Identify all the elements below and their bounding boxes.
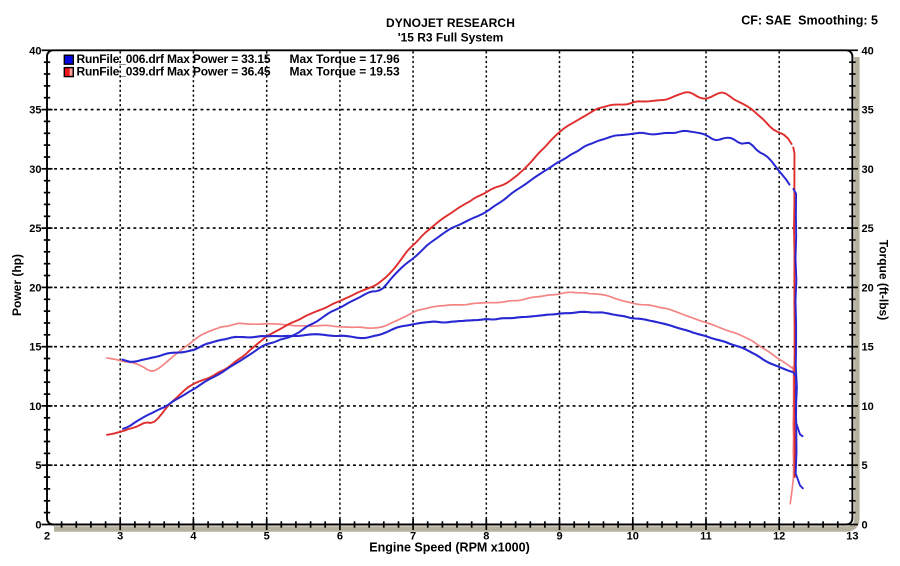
svg-text:Power (hp): Power (hp) [10, 254, 24, 316]
svg-text:12: 12 [773, 531, 785, 543]
svg-text:5: 5 [35, 460, 41, 472]
svg-text:9: 9 [556, 531, 562, 543]
svg-text:30: 30 [862, 164, 874, 176]
svg-text:6: 6 [337, 531, 343, 543]
svg-text:Engine Speed (RPM x1000): Engine Speed (RPM x1000) [369, 541, 529, 555]
svg-text:0: 0 [862, 520, 868, 532]
svg-text:'15 R3 Full System: '15 R3 Full System [398, 31, 504, 45]
svg-text:0: 0 [35, 520, 41, 532]
svg-text:35: 35 [29, 105, 41, 117]
svg-text:20: 20 [862, 282, 874, 294]
svg-text:25: 25 [29, 223, 41, 235]
svg-text:10: 10 [862, 401, 874, 413]
svg-text:10: 10 [29, 401, 41, 413]
svg-text:RunFile_006.drf Max Power = 33: RunFile_006.drf Max Power = 33.15 [77, 52, 271, 66]
svg-text:2: 2 [44, 531, 50, 543]
svg-text:20: 20 [29, 282, 41, 294]
svg-text:25: 25 [862, 223, 874, 235]
svg-text:Torque (ft-lbs): Torque (ft-lbs) [877, 240, 891, 320]
svg-text:40: 40 [29, 45, 41, 57]
svg-text:13: 13 [846, 531, 858, 543]
svg-text:7: 7 [410, 531, 416, 543]
svg-text:8: 8 [483, 531, 489, 543]
svg-text:10: 10 [627, 531, 639, 543]
svg-text:15: 15 [862, 342, 874, 354]
svg-text:35: 35 [862, 105, 874, 117]
svg-text:Max Torque = 19.53: Max Torque = 19.53 [290, 65, 400, 79]
svg-text:15: 15 [29, 342, 41, 354]
svg-text:30: 30 [29, 164, 41, 176]
svg-text:3: 3 [117, 531, 123, 543]
svg-text:RunFile_039.drf Max Power = 36: RunFile_039.drf Max Power = 36.45 [77, 65, 271, 79]
svg-text:Max Torque = 17.96: Max Torque = 17.96 [290, 52, 400, 66]
svg-text:40: 40 [862, 45, 874, 57]
svg-text:5: 5 [862, 460, 868, 472]
svg-text:5: 5 [264, 531, 270, 543]
svg-text:CF: SAE Smoothing: 5: CF: SAE Smoothing: 5 [741, 14, 878, 28]
svg-text:4: 4 [190, 531, 197, 543]
svg-text:11: 11 [700, 531, 712, 543]
svg-text:DYNOJET RESEARCH: DYNOJET RESEARCH [386, 16, 515, 30]
